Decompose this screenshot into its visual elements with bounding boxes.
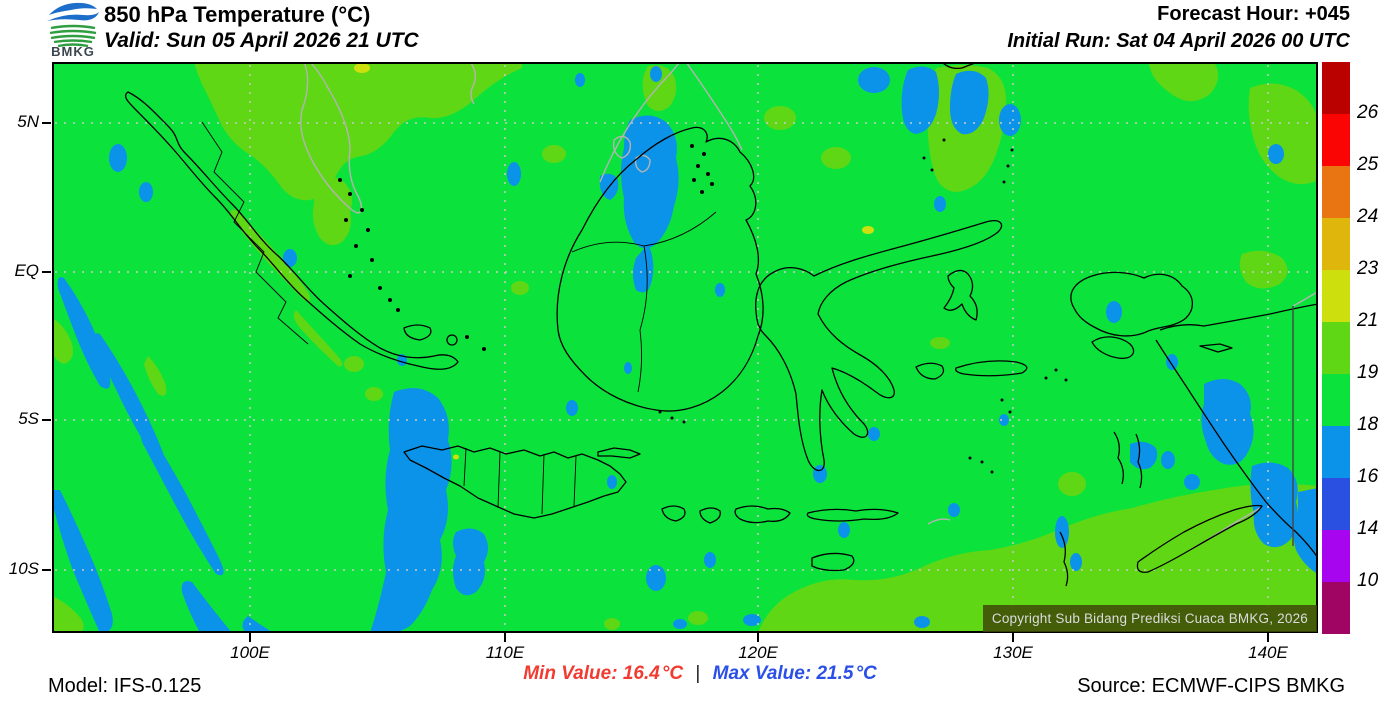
colorbar-tick-label: 21 bbox=[1357, 310, 1379, 331]
lon-tick-mark bbox=[249, 633, 251, 642]
graticule bbox=[55, 65, 1315, 630]
temperature-map: Copyright Sub Bidang Prediksi Cuaca BMKG… bbox=[52, 62, 1318, 633]
colorbar-segment bbox=[1322, 582, 1350, 634]
lon-tick-mark bbox=[757, 633, 760, 642]
colorbar-tick-label: 19 bbox=[1357, 362, 1379, 383]
island-specks bbox=[338, 138, 1068, 474]
lat-tick-label: 5N bbox=[17, 111, 39, 131]
page-title: 850 hPa Temperature (°C) bbox=[104, 2, 371, 27]
lat-tick-mark bbox=[42, 121, 51, 124]
colorbar-segment bbox=[1322, 218, 1350, 270]
lat-tick-label: EQ bbox=[14, 261, 39, 280]
colorbar-segment bbox=[1322, 62, 1350, 114]
lon-tick-label: 120E bbox=[738, 643, 778, 662]
forecast-hour: Forecast Hour: +045 bbox=[1157, 3, 1350, 25]
colorbar-tick-label: 10 bbox=[1357, 570, 1379, 591]
max-value: 21.5 bbox=[816, 663, 854, 684]
minmax-stats: Min Value: 16.4 °C | Max Value: 21.5 °C bbox=[0, 663, 1400, 685]
warm-patches-19-21 bbox=[52, 62, 1318, 633]
colorbar-tick-label: 25 bbox=[1357, 154, 1379, 175]
colorbar-tick-label: 16 bbox=[1357, 466, 1379, 487]
bmkg-logo-text: BMKG bbox=[51, 44, 95, 59]
lat-tick-mark bbox=[42, 569, 51, 572]
lon-tick-mark bbox=[503, 633, 506, 642]
lon-tick-mark bbox=[1012, 633, 1015, 642]
max-label: Max Value: bbox=[712, 663, 812, 684]
temperature-map-svg bbox=[52, 62, 1318, 633]
colorbar-segment bbox=[1322, 166, 1350, 218]
lon-tick-mark bbox=[1266, 633, 1269, 642]
lon-tick-label: 130E bbox=[993, 643, 1033, 662]
admin-borders bbox=[201, 121, 717, 515]
min-unit: °C bbox=[661, 663, 684, 684]
minmax-separator: | bbox=[695, 663, 701, 684]
colorbar-tick-label: 24 bbox=[1357, 206, 1379, 227]
coastlines bbox=[124, 62, 1318, 587]
model-label: Model: IFS-0.125 bbox=[48, 675, 202, 697]
max-unit: °C bbox=[855, 663, 877, 684]
valid-datetime: Valid: Sun 05 April 2026 21 UTC bbox=[104, 29, 419, 52]
lat-tick-label: 10S bbox=[8, 559, 39, 579]
lat-tick-label: 5S bbox=[18, 409, 39, 429]
max-value-text: Max Value: 21.5 °C bbox=[713, 663, 877, 684]
colorbar-segment bbox=[1322, 374, 1350, 426]
colorbar-segment bbox=[1322, 426, 1350, 478]
lat-tick-mark bbox=[42, 419, 51, 422]
bmkg-logo: BMKG bbox=[44, 1, 102, 61]
lon-tick-label: 100E bbox=[230, 643, 270, 662]
colorbar bbox=[1322, 62, 1350, 634]
cool-patches-16-18 bbox=[52, 66, 1318, 633]
colorbar-tick-label: 26 bbox=[1357, 102, 1379, 123]
colorbar-segment bbox=[1322, 114, 1350, 166]
copyright-overlay: Copyright Sub Bidang Prediksi Cuaca BMKG… bbox=[982, 605, 1317, 632]
lon-tick-label: 110E bbox=[485, 643, 525, 662]
initial-run: Initial Run: Sat 04 April 2026 00 UTC bbox=[1007, 30, 1350, 52]
colorbar-tick-label: 23 bbox=[1357, 258, 1379, 279]
colorbar-segment bbox=[1322, 530, 1350, 582]
min-value-text: Min Value: 16.4 °C bbox=[523, 663, 683, 684]
colorbar-tick-label: 14 bbox=[1357, 518, 1379, 539]
colorbar-tick-label: 18 bbox=[1357, 414, 1379, 435]
colorbar-segment bbox=[1322, 322, 1350, 374]
colorbar-segment bbox=[1322, 270, 1350, 322]
lon-tick-label: 140E bbox=[1248, 643, 1288, 662]
bmkg-logo-icon bbox=[47, 2, 99, 47]
map-frame bbox=[52, 62, 1318, 633]
min-value: 16.4 bbox=[622, 663, 660, 684]
colorbar-segment bbox=[1322, 478, 1350, 530]
source-label: Source: ECMWF-CIPS BMKG bbox=[1077, 675, 1345, 697]
lat-tick-mark bbox=[42, 271, 51, 273]
min-label: Min Value: bbox=[523, 663, 618, 684]
